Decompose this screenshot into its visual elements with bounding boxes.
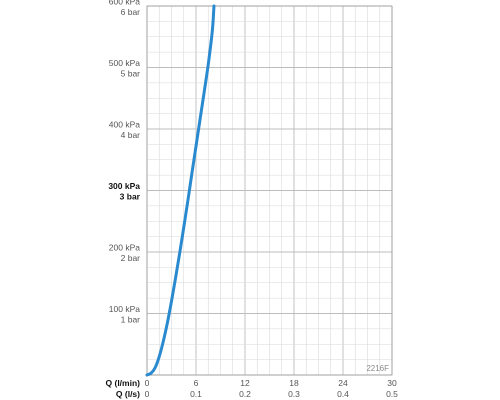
x-tick-label: 0: [145, 378, 150, 388]
y-tick-label-bar: 2 bar: [121, 253, 141, 263]
grid: [146, 5, 393, 376]
y-tick-label-bar: 4 bar: [121, 130, 141, 140]
x-tick-label: 6: [194, 378, 199, 388]
y-tick-label-kpa: 200 kPa: [109, 243, 140, 253]
y-tick-label-kpa: 300 kPa: [108, 181, 140, 191]
figure-code-label: 2216F: [366, 364, 389, 373]
x-tick-label: 0.5: [386, 389, 398, 399]
y-tick-label-bar: 1 bar: [121, 315, 141, 325]
x-tick-label: 0.1: [190, 389, 202, 399]
series-line-0: [145, 4, 216, 377]
x-tick-label: 12: [240, 378, 250, 388]
plot-frame: [146, 5, 393, 376]
y-tick-label-kpa: 400 kPa: [109, 120, 140, 130]
x-tick-label: 0.4: [337, 389, 349, 399]
axes: [146, 5, 393, 376]
x-tick-label: 0.2: [239, 389, 251, 399]
y-tick-label-kpa: 600 kPa: [109, 0, 140, 7]
x-tick-label: 0: [145, 389, 150, 399]
y-tick-label-bar: 6 bar: [121, 7, 141, 17]
data-series: [145, 4, 216, 377]
x-tick-label: 30: [387, 378, 397, 388]
y-tick-label-bar: 3 bar: [120, 192, 141, 202]
x-tick-label: 24: [338, 378, 348, 388]
y-tick-label-kpa: 100 kPa: [109, 304, 140, 314]
x-tick-label: 0.3: [288, 389, 300, 399]
x-axis-title-ls: Q (l/s): [116, 389, 140, 399]
y-tick-label-kpa: 500 kPa: [109, 58, 140, 68]
x-tick-label: 18: [289, 378, 299, 388]
y-tick-label-bar: 5 bar: [121, 69, 141, 79]
x-axis-title-lmin: Q (l/min): [106, 378, 141, 388]
